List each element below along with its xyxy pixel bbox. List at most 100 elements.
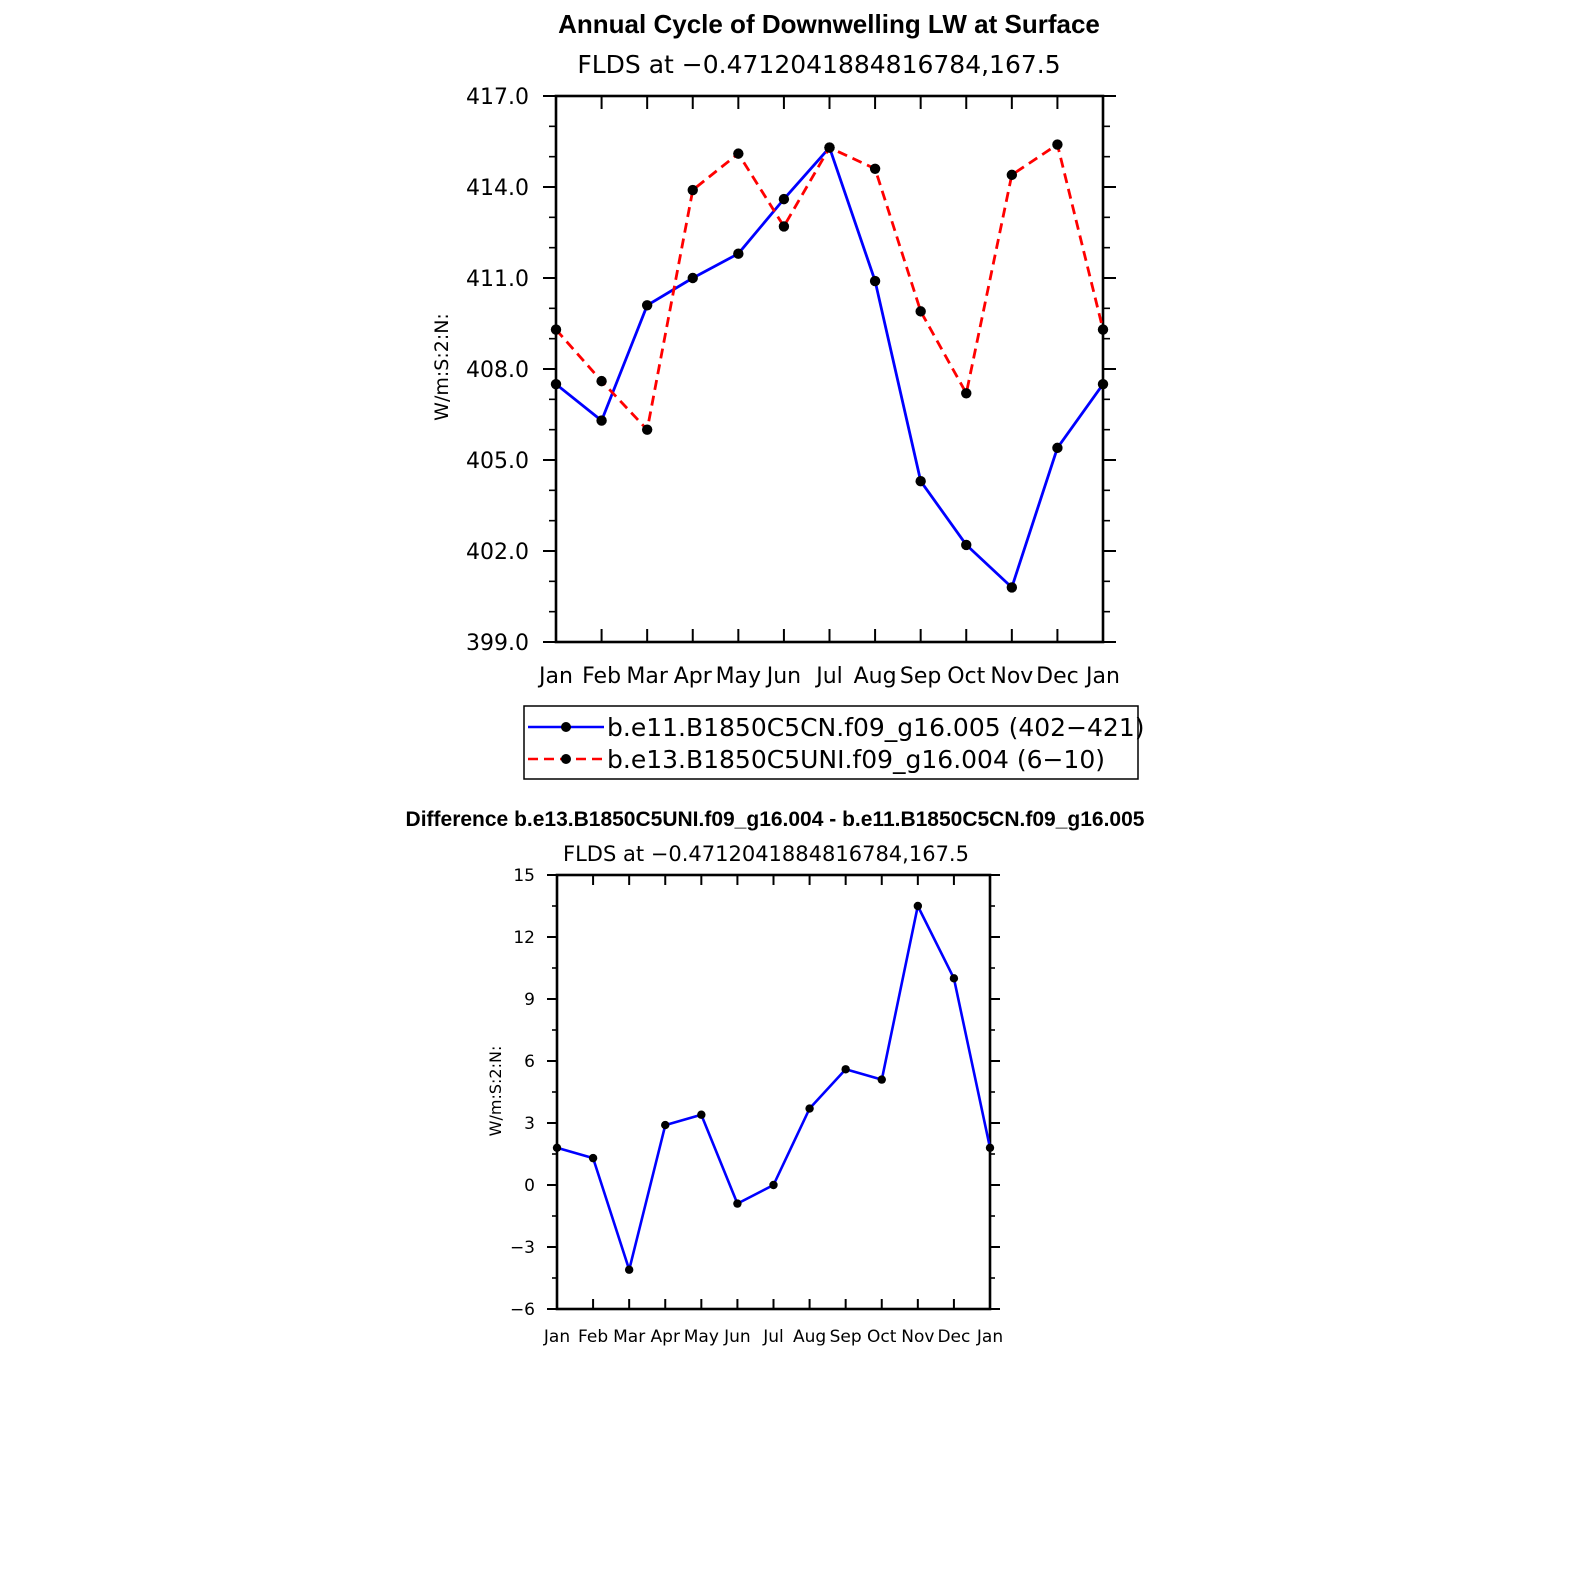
c1-series-0-point [596, 415, 607, 426]
c1-y-tick-label: 402.0 [466, 540, 529, 565]
chart1-subtitle: FLDS at −0.4712041884816784,167.5 [577, 50, 1060, 79]
c2-x-tick-label: Nov [901, 1327, 934, 1347]
c1-series-1-point [778, 221, 790, 232]
c1-series-0-point [733, 248, 744, 259]
c1-y-tick-label: 399.0 [466, 631, 529, 656]
c1-series-1-point [733, 148, 744, 159]
chart1-series-lines [554, 143, 1105, 589]
c2-y-tick-label: 15 [513, 866, 535, 886]
c2-y-tick-label: 12 [513, 928, 535, 948]
legend-box [523, 705, 1139, 780]
c1-y-tick-label: 417.0 [466, 85, 529, 110]
c2-y-tick-label: 0 [524, 1176, 535, 1196]
c1-series-1-point [641, 424, 653, 435]
c1-series-0-point [915, 476, 926, 487]
c1-series-0-point [778, 193, 790, 205]
legend-swatch-marker-b [561, 754, 571, 764]
c2-y-tick-label: 9 [524, 990, 535, 1010]
c2-series-0-point [949, 974, 959, 983]
c1-x-tick-label: Jul [814, 664, 843, 689]
chart1-data-points [550, 139, 1109, 593]
c1-x-tick-label: Dec [1036, 664, 1079, 689]
c1-series-1-point [1052, 139, 1063, 150]
chart2-subtitle: FLDS at −0.4712041884816784,167.5 [563, 842, 969, 866]
chart1-axes [543, 94, 1116, 644]
c1-series-0-point [687, 272, 698, 284]
c2-x-tick-label: May [684, 1327, 719, 1347]
chart1-y-axis-label: W/m:S:2:N: [431, 313, 453, 421]
chart-annual-cycle: Annual Cycle of Downwelling LW at Surfac… [431, 9, 1145, 780]
c2-series-line-0 [556, 904, 992, 1271]
c2-series-0-point [985, 1143, 995, 1153]
c1-series-1-point [824, 142, 835, 153]
chart1-legend: b.e11.B1850C5CN.f09_g16.005 (402−421) b.… [523, 705, 1145, 780]
c1-x-tick-label: Oct [947, 664, 985, 689]
c1-y-tick-label: 414.0 [466, 176, 529, 201]
c1-y-tick-label: 408.0 [466, 358, 529, 383]
c1-series-line-0 [555, 146, 1105, 589]
c1-y-tick-label: 405.0 [466, 449, 529, 474]
chart1-tick-labels: Jan Feb Mar Apr May Jun Jul Aug Sep Oct Nov Dec Jan3… [466, 85, 1120, 689]
c1-series-0-point [550, 378, 562, 390]
c1-x-tick-label: Apr [674, 664, 713, 689]
chart2-series-lines [556, 904, 992, 1271]
c1-series-1-point [1006, 169, 1018, 181]
chart2-tick-labels: Jan Feb Mar Apr May Jun Jul Aug Sep Oct Nov Dec Jan−… [510, 866, 1003, 1347]
c1-series-0-point [1006, 582, 1018, 593]
c1-series-1-point [687, 184, 698, 196]
c2-series-0-point [588, 1153, 598, 1163]
c2-x-tick-label: Apr [651, 1327, 680, 1347]
chart2-title: Difference b.e13.B1850C5UNI.f09_g16.004 … [406, 808, 1145, 831]
c2-series-0-point [552, 1143, 562, 1153]
c2-x-tick-label: Dec [937, 1327, 970, 1347]
c1-series-0-point [961, 539, 972, 551]
c2-series-0-point [661, 1120, 670, 1130]
c1-series-0-point [1052, 442, 1063, 454]
c1-series-1-point [596, 375, 607, 387]
c1-series-1-point [550, 324, 562, 335]
c2-x-tick-label: Feb [578, 1327, 608, 1347]
c1-x-tick-label: Jan [1084, 664, 1120, 689]
c1-series-0-point [869, 275, 881, 287]
chart2-data-points [552, 901, 995, 1274]
c2-x-tick-label: Jul [762, 1327, 784, 1347]
c2-series-0-point [841, 1065, 850, 1074]
c1-x-tick-label: May [716, 664, 761, 689]
c2-series-0-point [697, 1110, 706, 1119]
c1-x-tick-label: Sep [900, 664, 941, 689]
c1-x-tick-label: Jan [537, 664, 573, 689]
c2-y-tick-label: −6 [510, 1300, 535, 1320]
c2-series-0-point [769, 1180, 778, 1190]
c1-x-tick-label: Feb [582, 664, 621, 689]
chart-difference: Difference b.e13.B1850C5UNI.f09_g16.004 … [406, 808, 1145, 1347]
c2-series-0-point [624, 1265, 634, 1274]
c2-series-0-point [913, 901, 923, 911]
c1-x-tick-label: Nov [990, 664, 1033, 689]
legend-label-b: b.e13.B1850C5UNI.f09_g16.004 (6−10) [607, 745, 1105, 774]
c2-series-0-point [733, 1199, 742, 1208]
c1-series-1-point [869, 163, 881, 174]
c1-x-tick-label: Jun [765, 664, 801, 689]
c1-series-1-point [961, 388, 972, 399]
c1-series-0-point [641, 300, 653, 311]
c2-x-tick-label: Oct [867, 1327, 897, 1347]
legend-label-a: b.e11.B1850C5CN.f09_g16.005 (402−421) [607, 713, 1145, 742]
c2-y-tick-label: −3 [510, 1238, 535, 1258]
c2-y-tick-label: 6 [524, 1052, 535, 1072]
legend-swatch-marker-a [561, 722, 571, 732]
c2-series-0-point [877, 1075, 886, 1084]
c2-x-tick-label: Jan [543, 1327, 570, 1347]
c1-series-0-point [1097, 378, 1109, 390]
c1-x-tick-label: Mar [626, 664, 668, 689]
c1-series-1-point [1097, 324, 1109, 335]
chart2-y-axis-label: W/m:S:2:N: [486, 1046, 505, 1137]
c1-series-line-1 [554, 143, 1105, 432]
c1-series-1-point [915, 306, 926, 317]
c2-y-tick-label: 3 [524, 1114, 535, 1134]
c2-x-tick-label: Jun [723, 1327, 751, 1347]
c2-x-tick-label: Jan [976, 1327, 1003, 1347]
chart1-title: Annual Cycle of Downwelling LW at Surfac… [558, 9, 1100, 39]
c1-x-tick-label: Aug [854, 664, 897, 689]
c2-x-tick-label: Mar [613, 1327, 645, 1347]
